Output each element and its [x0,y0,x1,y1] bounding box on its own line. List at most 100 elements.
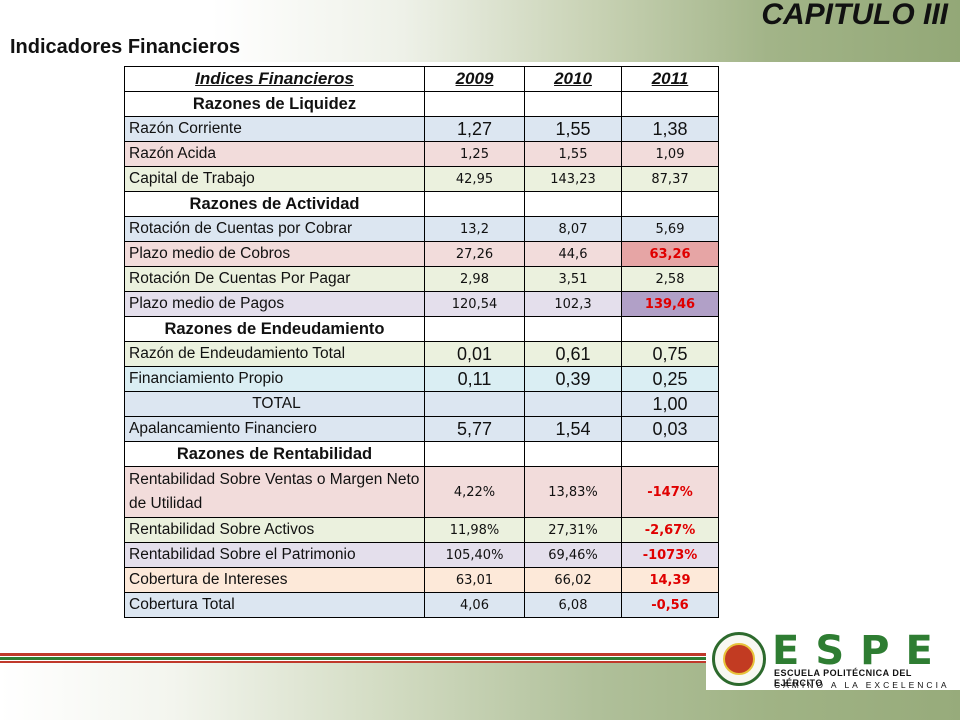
stripe-red-2 [0,661,706,663]
row-label: Cobertura de Intereses [124,567,425,593]
value-cell-2009: 27,26 [424,241,525,267]
value-cell-2011: 1,00 [621,391,719,417]
empty-cell [424,316,525,342]
row-label: Rentabilidad Sobre el Patrimonio [124,542,425,568]
slide-subtitle: Indicadores Financieros [10,36,241,58]
financial-indicators-table: Indices Financieros 2009 2010 2011 Razon… [124,66,719,618]
value-cell-2010: 143,23 [524,166,622,192]
value-cell-2010: 13,83% [524,466,622,518]
logo-motto: CAMINO A LA EXCELENCIA [774,680,950,690]
value-cell-2009: 63,01 [424,567,525,593]
table-row: Financiamiento Propio 0,11 0,39 0,25 [124,366,719,392]
empty-cell [621,91,719,117]
value-cell-2009: 1,25 [424,141,525,167]
empty-cell [621,441,719,467]
empty-cell [621,191,719,217]
value-cell-2009: 5,77 [424,416,525,442]
row-label: Razón de Endeudamiento Total [124,341,425,367]
empty-cell [621,316,719,342]
row-label: Financiamiento Propio [124,366,425,392]
value-cell-2011: 2,58 [621,266,719,292]
value-cell-2011: 87,37 [621,166,719,192]
value-cell-2010: 1,55 [524,116,622,142]
value-cell-2011: 63,26 [621,241,719,267]
empty-cell [524,91,622,117]
value-cell-2011: 139,46 [621,291,719,317]
row-label: Razón Corriente [124,116,425,142]
row-label: TOTAL [124,391,425,417]
value-cell-2010: 1,55 [524,141,622,167]
chapter-title: CAPITULO III [761,0,948,31]
stripe-red [0,653,706,656]
value-cell-2011: 0,25 [621,366,719,392]
table-row: Rotación de Cuentas por Cobrar 13,2 8,07 5,… [124,216,719,242]
value-cell-2009 [424,391,525,417]
logo-letters: ESPE [772,628,949,674]
table-header-row: Indices Financieros 2009 2010 2011 [124,66,719,92]
crest-icon [712,632,766,686]
value-cell-2009: 0,11 [424,366,525,392]
empty-cell [424,91,525,117]
section-title: Razones de Liquidez [124,91,425,117]
table-row: TOTAL 1,00 [124,391,719,417]
value-cell-2010: 102,3 [524,291,622,317]
table-row: Rentabilidad Sobre el Patrimonio 105,40% 6… [124,542,719,568]
section-row: Razones de Rentabilidad [124,441,719,467]
row-label: Capital de Trabajo [124,166,425,192]
table-row: Rotación De Cuentas Por Pagar 2,98 3,51 2,5… [124,266,719,292]
header-label: Indices Financieros [124,66,425,92]
value-cell-2011: 1,09 [621,141,719,167]
table-row: Plazo medio de Cobros 27,26 44,6 63,26 [124,241,719,267]
row-label: Plazo medio de Cobros [124,241,425,267]
value-cell-2009: 105,40% [424,542,525,568]
value-cell-2010: 8,07 [524,216,622,242]
empty-cell [424,191,525,217]
value-cell-2010: 69,46% [524,542,622,568]
header-year-2009: 2009 [424,66,525,92]
row-label: Apalancamiento Financiero [124,416,425,442]
empty-cell [524,316,622,342]
row-label: Plazo medio de Pagos [124,291,425,317]
table-row: Apalancamiento Financiero 5,77 1,54 0,03 [124,416,719,442]
value-cell-2010: 0,61 [524,341,622,367]
section-row: Razones de Endeudamiento [124,316,719,342]
row-label: Rentabilidad Sobre Ventas o Margen Neto … [124,466,425,518]
table-row: Plazo medio de Pagos 120,54 102,3 139,46 [124,291,719,317]
value-cell-2010: 3,51 [524,266,622,292]
section-title: Razones de Endeudamiento [124,316,425,342]
table-body: Indices Financieros 2009 2010 2011 Razon… [124,66,719,618]
section-title: Razones de Rentabilidad [124,441,425,467]
value-cell-2010 [524,391,622,417]
row-label: Rotación De Cuentas Por Pagar [124,266,425,292]
value-cell-2010: 6,08 [524,592,622,618]
value-cell-2011: 1,38 [621,116,719,142]
header-year-2011: 2011 [621,66,719,92]
value-cell-2009: 42,95 [424,166,525,192]
value-cell-2011: 0,03 [621,416,719,442]
empty-cell [524,441,622,467]
header-year-2010: 2010 [524,66,622,92]
value-cell-2010: 0,39 [524,366,622,392]
row-label: Cobertura Total [124,592,425,618]
value-cell-2010: 66,02 [524,567,622,593]
table-row: Rentabilidad Sobre Activos 11,98% 27,31% -2… [124,517,719,543]
value-cell-2009: 13,2 [424,216,525,242]
table-row: Razón de Endeudamiento Total 0,01 0,61 0,75 [124,341,719,367]
stripe-green [0,657,706,660]
value-cell-2011: 14,39 [621,567,719,593]
value-cell-2011: 0,75 [621,341,719,367]
table-row: Razón Acida 1,25 1,55 1,09 [124,141,719,167]
table-row: Rentabilidad Sobre Ventas o Margen Neto … [124,466,719,518]
value-cell-2011: -147% [621,466,719,518]
table-row: Cobertura Total 4,06 6,08 -0,56 [124,592,719,618]
value-cell-2009: 2,98 [424,266,525,292]
value-cell-2009: 4,22% [424,466,525,518]
value-cell-2009: 0,01 [424,341,525,367]
value-cell-2009: 4,06 [424,592,525,618]
value-cell-2011: -0,56 [621,592,719,618]
espe-logo: ESPE ESCUELA POLITÉCNICA DEL EJÉRCITO CA… [706,628,960,690]
logo-school-name: ESCUELA POLITÉCNICA DEL EJÉRCITO [774,668,912,688]
value-cell-2009: 1,27 [424,116,525,142]
value-cell-2010: 1,54 [524,416,622,442]
top-banner [0,0,960,62]
